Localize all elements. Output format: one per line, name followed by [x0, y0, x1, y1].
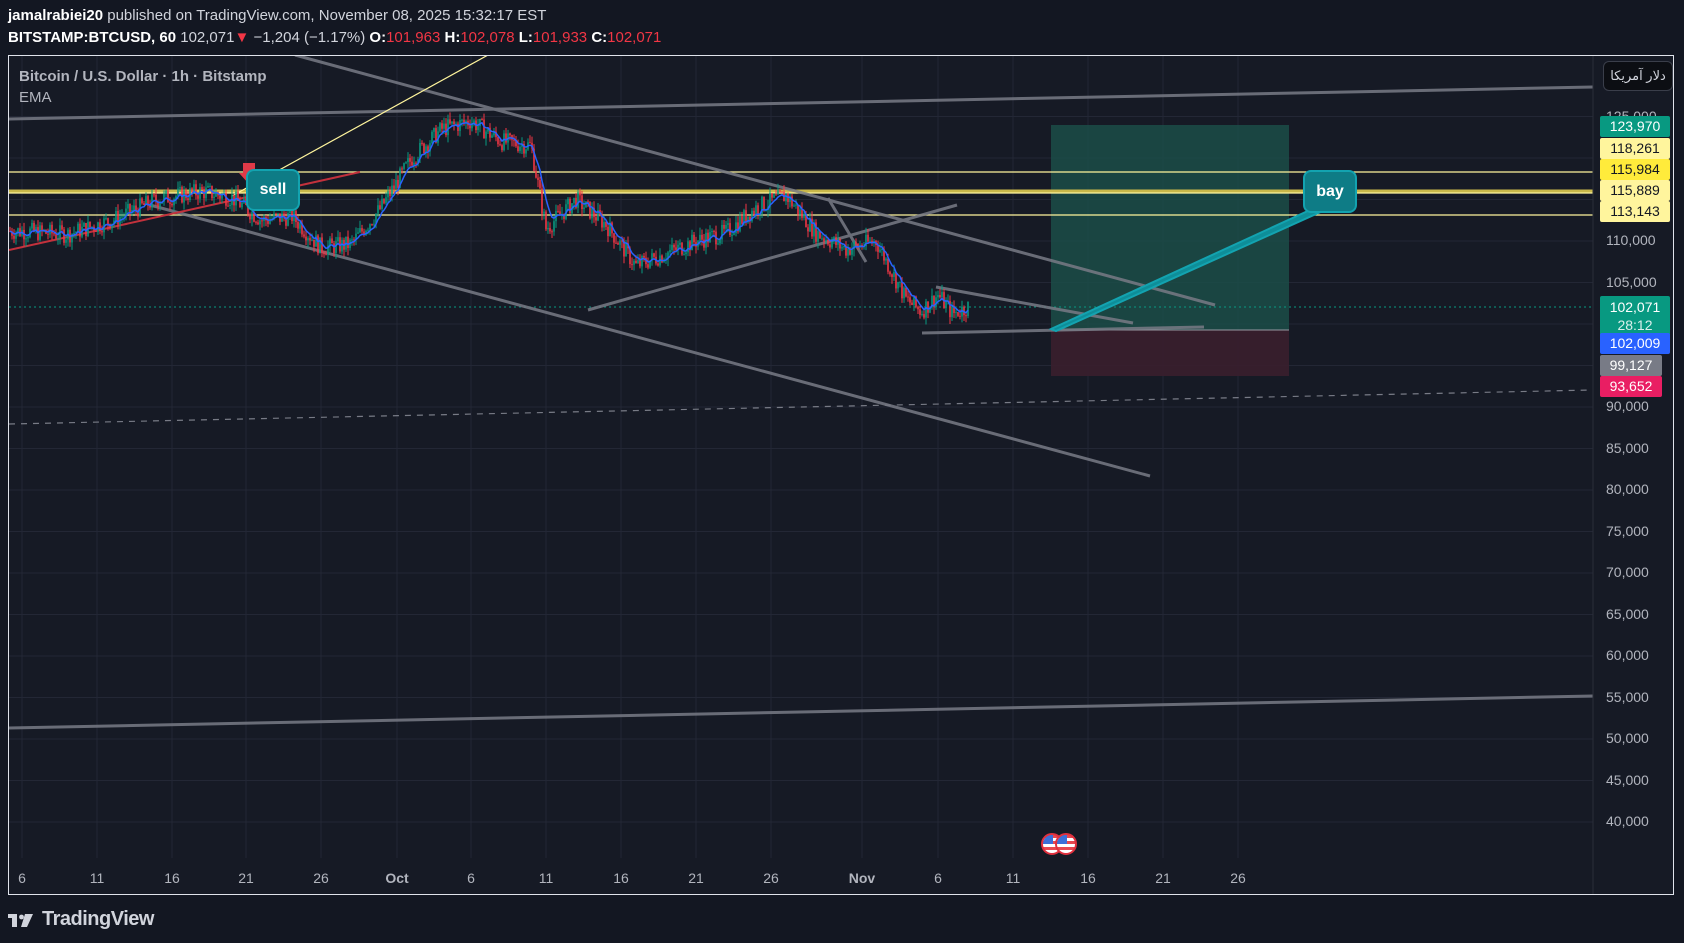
open-label: O:	[369, 29, 387, 46]
price-tick: 45,000	[1606, 771, 1649, 788]
us-flag-event-icon[interactable]	[1055, 833, 1077, 855]
brand-name: TradingView	[42, 908, 154, 930]
price-tick: 90,000	[1606, 398, 1649, 414]
time-tick: 16	[164, 870, 180, 886]
time-tick: 11	[538, 870, 554, 886]
tradingview-logo-icon	[8, 913, 33, 927]
price-tick: 75,000	[1606, 522, 1649, 539]
dashed-trendline[interactable]	[9, 389, 1593, 425]
price-label: 115,889	[1600, 180, 1670, 201]
price-tick: 70,000	[1606, 564, 1649, 580]
price-label: 115,984	[1600, 159, 1670, 180]
price-tick: 65,000	[1606, 605, 1649, 622]
chart-legend-title[interactable]: Bitcoin / U.S. Dollar · 1h · Bitstamp	[19, 68, 267, 85]
time-tick: 16	[613, 870, 629, 886]
target-zone[interactable]	[1051, 125, 1289, 330]
price-tick: 105,000	[1606, 273, 1657, 290]
ohlc-bar: BITSTAMP:BTCUSD, 60 102,071▼ −1,204 (−1.…	[8, 29, 661, 46]
sell-note[interactable]: sell	[246, 169, 300, 211]
time-tick: 26	[313, 870, 329, 886]
published-text: published on TradingView.com, November 0…	[103, 7, 547, 24]
down-arrow-icon: ▼	[234, 29, 250, 46]
symbol-label: BITSTAMP:BTCUSD, 60	[8, 29, 177, 46]
time-tick: 6	[934, 870, 942, 886]
ema-legend[interactable]: EMA	[19, 89, 52, 106]
time-tick: 21	[1155, 870, 1171, 886]
low-label: L:	[518, 29, 533, 46]
time-tick: Nov	[848, 870, 876, 886]
currency-selector-button[interactable]: دلار آمریکا	[1603, 61, 1673, 91]
price-label: 93,652	[1600, 376, 1662, 397]
price-label: 102,009	[1600, 333, 1670, 354]
low-value: 101,933	[532, 29, 588, 46]
time-tick: 26	[1230, 870, 1246, 886]
price-label: 123,970	[1600, 116, 1670, 137]
time-tick: 21	[688, 870, 704, 886]
buy-note[interactable]: bay	[1303, 170, 1357, 213]
price-tick: 60,000	[1606, 647, 1649, 663]
time-tick: 11	[89, 870, 105, 886]
close-value: 102,071	[607, 29, 662, 46]
time-tick: 21	[238, 870, 254, 886]
time-tick: Oct	[385, 870, 409, 886]
close-label: C:	[591, 29, 608, 46]
last-price: 102,071	[180, 29, 235, 46]
price-label: 102,071 28:12	[1600, 296, 1670, 338]
high-label: H:	[444, 29, 461, 46]
tradingview-logo[interactable]: TradingView	[8, 908, 154, 931]
time-tick: 16	[1080, 870, 1096, 886]
publish-info: jamalrabiei20 published on TradingView.c…	[8, 7, 546, 24]
price-tick: 40,000	[1606, 813, 1649, 829]
price-tick: 80,000	[1606, 481, 1649, 497]
price-tick: 55,000	[1606, 688, 1649, 705]
high-value: 102,078	[460, 29, 515, 46]
price-label: 99,127	[1600, 355, 1662, 376]
trendlines[interactable]	[9, 55, 1595, 730]
price-label: 113,143	[1600, 201, 1670, 222]
open-value: 101,963	[386, 29, 441, 46]
price-label: 118,261	[1600, 138, 1670, 159]
stop-zone[interactable]	[1051, 330, 1289, 376]
price-tick: 85,000	[1606, 439, 1649, 456]
price-tick: 110,000	[1606, 232, 1656, 248]
time-tick: 6	[18, 870, 26, 886]
time-tick: 26	[763, 870, 779, 886]
time-tick: 6	[467, 870, 475, 886]
price-tick: 50,000	[1606, 730, 1649, 746]
author-name[interactable]: jamalrabiei20	[8, 7, 104, 24]
price-change: −1,204 (−1.17%)	[253, 29, 366, 46]
ema-line	[9, 121, 969, 314]
time-tick: 11	[1005, 870, 1021, 886]
